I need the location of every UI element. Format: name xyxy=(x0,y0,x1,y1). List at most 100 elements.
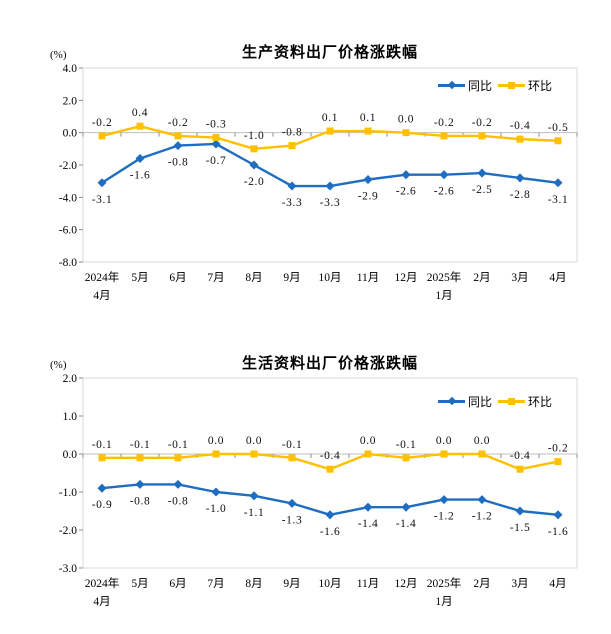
series-环比: -0.2 0.4 -0.2 -0.3 -1.0 -0.8 0.1 0.1 0.0 -0.2 -0.2… xyxy=(92,107,568,153)
consumer-chart-title: 生活资料出厂价格涨跌幅 xyxy=(241,355,418,372)
svg-text:-0.2: -0.2 xyxy=(168,117,189,129)
legend-label-mom: 环比 xyxy=(528,78,553,93)
svg-text:0.0: 0.0 xyxy=(436,435,452,447)
svg-text:4月: 4月 xyxy=(549,578,566,590)
svg-text:9月: 9月 xyxy=(283,272,300,284)
svg-text:-0.7: -0.7 xyxy=(206,155,227,167)
svg-text:2月: 2月 xyxy=(473,272,490,284)
legend-label-mom: 环比 xyxy=(528,394,553,409)
svg-text:0.0: 0.0 xyxy=(63,449,78,461)
chart-0: 4.0 2.0 0.0 -2.0 -4.0 -6.0 -8.0 2024年 4月 5月 6月 7月 8月… xyxy=(59,63,578,302)
svg-text:-0.2: -0.2 xyxy=(472,117,493,129)
svg-text:-2.9: -2.9 xyxy=(358,191,379,203)
svg-text:1月: 1月 xyxy=(435,596,452,608)
svg-text:2025年: 2025年 xyxy=(427,270,462,284)
svg-text:-0.1: -0.1 xyxy=(168,439,189,451)
svg-text:-4.0: -4.0 xyxy=(59,192,77,204)
svg-text:-2.6: -2.6 xyxy=(434,186,455,198)
svg-text:-1.1: -1.1 xyxy=(244,507,265,519)
svg-text:0.0: 0.0 xyxy=(398,114,414,126)
svg-text:0.1: 0.1 xyxy=(360,112,376,124)
svg-text:-0.1: -0.1 xyxy=(282,439,303,451)
chart-1: 2.0 1.0 0.0 -1.0 -2.0 -3.0 2024年 4月 5月 6月 7月 8月 9月 10… xyxy=(59,373,578,608)
svg-text:5月: 5月 xyxy=(131,578,148,590)
legend-item-yoy: 同比 xyxy=(438,393,492,410)
svg-text:11月: 11月 xyxy=(357,272,380,284)
svg-text:-0.1: -0.1 xyxy=(396,439,417,451)
svg-text:12月: 12月 xyxy=(395,272,418,284)
svg-text:-8.0: -8.0 xyxy=(59,257,77,269)
svg-text:4月: 4月 xyxy=(93,290,110,302)
svg-text:-0.8: -0.8 xyxy=(130,495,151,507)
legend-label-yoy: 同比 xyxy=(468,394,493,409)
consumer-chart-unit-label: (%) xyxy=(50,359,67,371)
svg-text:-0.1: -0.1 xyxy=(92,439,113,451)
svg-text:-2.6: -2.6 xyxy=(396,186,417,198)
svg-text:-1.6: -1.6 xyxy=(130,170,151,182)
svg-text:0.0: 0.0 xyxy=(208,435,224,447)
svg-text:2.0: 2.0 xyxy=(63,95,78,107)
mom-line-marker-icon xyxy=(498,81,526,89)
svg-text:-1.2: -1.2 xyxy=(434,511,455,523)
svg-text:-1.6: -1.6 xyxy=(548,526,569,538)
svg-text:3月: 3月 xyxy=(511,578,528,590)
svg-text:-2.5: -2.5 xyxy=(472,184,493,196)
svg-text:-0.4: -0.4 xyxy=(510,120,531,132)
svg-text:8月: 8月 xyxy=(245,578,262,590)
svg-text:7月: 7月 xyxy=(207,578,224,590)
svg-text:-0.8: -0.8 xyxy=(168,157,189,169)
series-同比: -0.9 -0.8 -0.8 -1.0 -1.1 -1.3 -1.6 -1.4 -1.4 -1.2… xyxy=(92,479,569,538)
series-环比: -0.1 -0.1 -0.1 0.0 0.0 -0.1 -0.4 0.0 -0.1 0.0 0.0 -… xyxy=(92,435,569,473)
svg-text:4月: 4月 xyxy=(549,272,566,284)
svg-text:-1.0: -1.0 xyxy=(206,503,227,515)
svg-text:-0.1: -0.1 xyxy=(130,439,151,451)
svg-text:-0.8: -0.8 xyxy=(282,127,303,139)
svg-text:-1.6: -1.6 xyxy=(320,526,341,538)
svg-text:-0.3: -0.3 xyxy=(206,119,227,131)
svg-text:-2.0: -2.0 xyxy=(59,160,77,172)
legend-item-mom: 环比 xyxy=(498,77,552,94)
svg-text:-0.2: -0.2 xyxy=(548,443,569,455)
svg-text:0.4: 0.4 xyxy=(132,107,148,119)
yoy-line-marker-icon xyxy=(438,396,465,406)
svg-text:-3.3: -3.3 xyxy=(320,197,341,209)
producer-chart-legend: 同比 环比 xyxy=(438,77,552,94)
svg-text:2024年: 2024年 xyxy=(85,270,120,284)
svg-text:-1.4: -1.4 xyxy=(396,518,417,530)
svg-text:0.0: 0.0 xyxy=(63,128,78,140)
svg-text:2024年: 2024年 xyxy=(85,576,120,590)
svg-text:5月: 5月 xyxy=(131,272,148,284)
svg-text:2025年: 2025年 xyxy=(427,576,462,590)
svg-text:4.0: 4.0 xyxy=(63,63,78,75)
svg-text:-1.0: -1.0 xyxy=(59,487,77,499)
svg-text:8月: 8月 xyxy=(245,272,262,284)
svg-text:-6.0: -6.0 xyxy=(59,225,77,237)
svg-text:10月: 10月 xyxy=(319,272,342,284)
consumer-chart-legend: 同比 环比 xyxy=(438,393,553,410)
svg-text:10月: 10月 xyxy=(319,578,342,590)
svg-text:4月: 4月 xyxy=(93,596,110,608)
svg-text:-0.4: -0.4 xyxy=(320,450,341,462)
svg-text:6月: 6月 xyxy=(169,272,186,284)
svg-text:-2.0: -2.0 xyxy=(244,176,265,188)
svg-text:9月: 9月 xyxy=(283,578,300,590)
svg-text:0.0: 0.0 xyxy=(474,435,490,447)
svg-text:0.0: 0.0 xyxy=(246,435,262,447)
svg-text:6月: 6月 xyxy=(169,578,186,590)
svg-text:-1.5: -1.5 xyxy=(510,522,531,534)
svg-text:3月: 3月 xyxy=(511,272,528,284)
svg-text:-0.2: -0.2 xyxy=(434,117,455,129)
svg-text:-3.1: -3.1 xyxy=(92,194,113,206)
svg-text:12月: 12月 xyxy=(395,578,418,590)
svg-text:-0.9: -0.9 xyxy=(92,499,113,511)
series-同比: -3.1 -1.6 -0.8 -0.7 -2.0 -3.3 -3.3 -2.9 -2.6 -2.6… xyxy=(92,139,568,209)
legend-item-yoy: 同比 xyxy=(438,77,492,94)
mom-line-marker-icon xyxy=(498,397,526,405)
svg-text:-3.0: -3.0 xyxy=(59,563,77,575)
svg-text:0.0: 0.0 xyxy=(360,435,376,447)
svg-text:0.1: 0.1 xyxy=(322,112,338,124)
svg-text:-0.4: -0.4 xyxy=(510,450,531,462)
svg-text:11月: 11月 xyxy=(357,578,380,590)
